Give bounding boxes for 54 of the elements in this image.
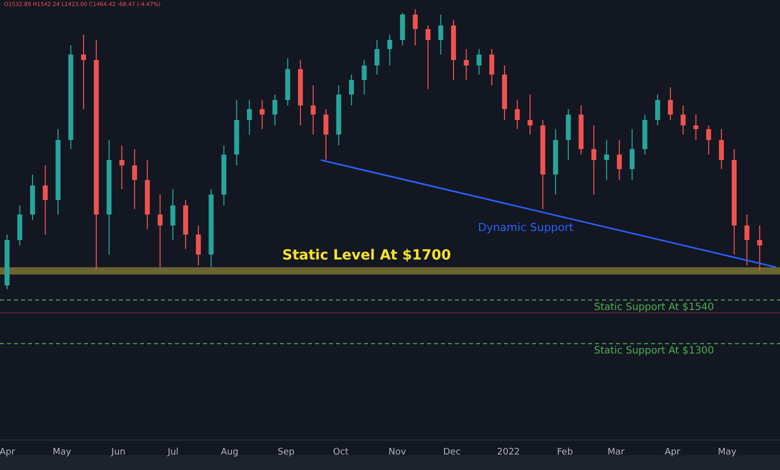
candlestick: [528, 94, 533, 136]
x-tick-label: Oct: [333, 447, 350, 458]
candlestick: [362, 60, 367, 96]
x-tick-label: Nov: [388, 447, 407, 458]
x-tick-label: Jun: [110, 447, 126, 458]
x-tick-label: May: [52, 447, 72, 458]
x-tick-label: May: [718, 447, 738, 458]
candlestick: [476, 48, 482, 76]
x-tick-label: Mar: [607, 447, 625, 458]
candlestick: [132, 148, 138, 210]
candlestick: [655, 94, 660, 126]
ref-line-label: Static Support At $1300: [594, 346, 714, 357]
candlestick: [604, 140, 610, 180]
candlestick: [744, 214, 750, 266]
candlestick: [757, 224, 762, 272]
candlestick: [489, 48, 494, 86]
candlestick: [514, 100, 520, 130]
candlestick: [718, 128, 724, 170]
candlestick: [693, 114, 698, 140]
series-label: Dynamic Support: [478, 221, 574, 234]
candlestick: [630, 128, 635, 180]
candlestick: [438, 14, 444, 56]
candlestick: [310, 84, 316, 136]
ref-line-label: Static Support At $1540: [594, 302, 714, 313]
x-tick-label: Dec: [443, 447, 461, 458]
candlestick: [464, 48, 469, 80]
candlestick: [591, 124, 596, 196]
x-tick-label: Aug: [220, 447, 238, 458]
candlestick: [348, 74, 354, 106]
candlestick: [323, 108, 328, 160]
candlestick: [616, 140, 622, 180]
band-label: Static Level At $1700: [282, 247, 452, 264]
candlestick: [680, 104, 686, 136]
candlestick: [706, 124, 712, 156]
candlestick: [81, 34, 86, 110]
x-tick-label: 2022: [497, 447, 520, 458]
candlestick: [119, 144, 124, 190]
x-tick-label: Sep: [278, 447, 295, 458]
candlestick: [668, 86, 673, 120]
x-tick-label: Jul: [166, 447, 179, 458]
candlestick: [42, 164, 48, 236]
candlestick: [196, 224, 201, 266]
candlestick: [246, 100, 252, 136]
x-tick-label: Apr: [664, 447, 681, 458]
candlestick: [412, 8, 418, 46]
x-tick-label: Apr: [0, 447, 16, 458]
candlestick: [170, 188, 176, 240]
candlestick: [387, 34, 392, 66]
candlestick: [260, 100, 265, 130]
candlestick: [158, 194, 163, 268]
candlestick: [374, 40, 380, 76]
x-tick-label: Feb: [556, 447, 574, 458]
candlestick: [426, 24, 430, 90]
candlestick: [272, 94, 278, 126]
